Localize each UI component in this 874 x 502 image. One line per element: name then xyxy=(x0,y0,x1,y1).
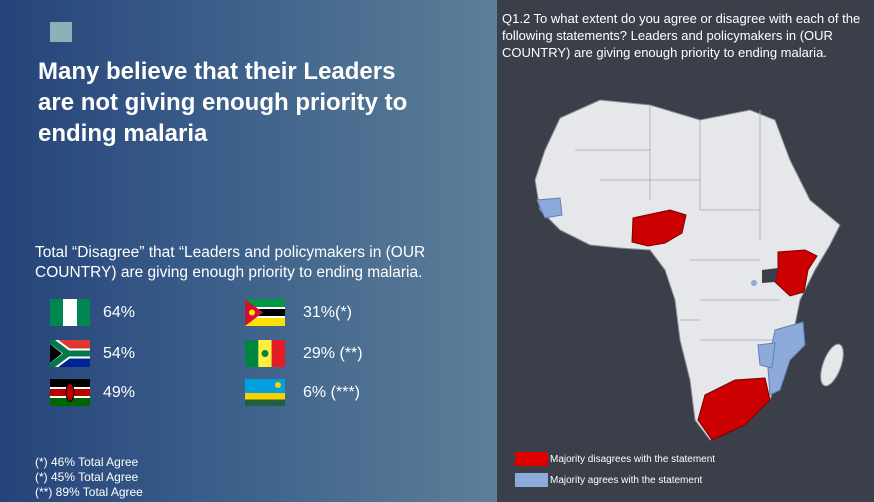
flag-south-africa xyxy=(50,340,90,367)
legend-label: Majority disagrees with the statement xyxy=(550,454,716,465)
legend-swatch xyxy=(515,473,548,487)
footnote: (*) 45% Total Agree xyxy=(35,470,139,484)
flag-kenya xyxy=(50,379,90,406)
legend-label: Majority agrees with the statement xyxy=(550,475,703,486)
footnote: (*) 46% Total Agree xyxy=(35,455,139,469)
africa-map xyxy=(534,99,844,441)
flag-nigeria xyxy=(50,299,90,326)
flag-rwanda xyxy=(245,379,285,406)
flag-mozambique xyxy=(245,299,285,326)
stat-label: 64% xyxy=(103,304,136,321)
stat-label: 6% (***) xyxy=(303,384,360,401)
stat-label: 31%(*) xyxy=(303,304,352,321)
subtitle: Total “Disagree” that “Leaders and polic… xyxy=(35,244,426,281)
flag-senegal xyxy=(245,340,285,367)
stat-label: 54% xyxy=(103,345,136,362)
left-panel xyxy=(0,0,497,502)
accent-square xyxy=(50,22,72,42)
question: Q1.2 To what extent do you agree or disa… xyxy=(502,11,861,60)
title: Many believe that their Leaders are not … xyxy=(38,58,408,147)
stat-label: 49% xyxy=(103,384,136,401)
legend-swatch xyxy=(515,452,548,466)
stat-label: 29% (**) xyxy=(303,345,363,362)
footnote: (**) 89% Total Agree xyxy=(35,485,143,499)
